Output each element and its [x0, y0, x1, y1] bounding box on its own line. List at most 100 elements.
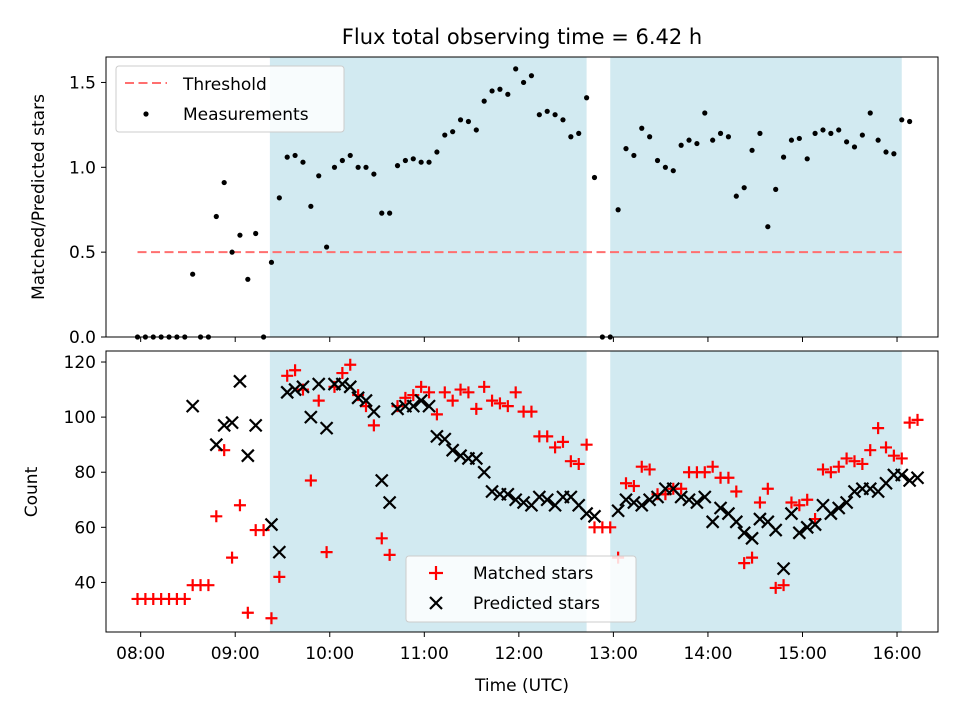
bottom-legend: Matched stars Predicted stars — [405, 555, 637, 623]
measurement-point — [773, 186, 779, 192]
matched-star-marker — [730, 485, 743, 498]
measurement-point — [631, 152, 637, 159]
bottom-legend-box — [405, 555, 637, 623]
matched-star-marker — [344, 358, 357, 371]
matched-star-marker — [430, 408, 443, 421]
matched-star-marker — [824, 466, 837, 479]
measurement-point — [804, 156, 810, 162]
predicted-star-marker — [634, 498, 649, 513]
predicted-star-marker — [469, 451, 484, 466]
measurement-point — [253, 230, 259, 237]
predicted-star-marker — [248, 418, 263, 433]
predicted-star-marker — [902, 473, 917, 488]
predicted-star-marker — [414, 393, 428, 408]
matched-star-marker — [501, 400, 514, 413]
measurement-point — [292, 152, 298, 159]
measurement-point — [394, 163, 401, 169]
x-tick-label: 12:00 — [494, 644, 543, 664]
matched-star-marker — [304, 474, 317, 487]
predicted-star-marker — [359, 393, 373, 408]
predicted-star-marker — [453, 448, 468, 463]
measurement-point — [686, 137, 692, 143]
predicted-star-marker — [209, 437, 224, 452]
predicted-star-marker — [698, 490, 712, 504]
measurement-point — [347, 152, 353, 159]
measurement-point — [851, 144, 858, 150]
matched-star-marker — [423, 386, 436, 399]
predicted-star-marker — [501, 487, 515, 502]
predicted-star-marker — [508, 492, 523, 507]
matched-star-marker — [178, 592, 191, 605]
top-x-ticks — [140, 337, 898, 342]
observing-window-band-2 — [610, 351, 902, 632]
legend-threshold-label: Threshold — [182, 75, 267, 95]
measurement-point — [410, 156, 416, 162]
matched-star-marker — [399, 391, 412, 404]
predicted-star-marker — [753, 512, 767, 526]
predicted-star-marker — [477, 465, 491, 479]
legend-matched-label: Matched stars — [473, 564, 593, 584]
matched-star-marker — [635, 460, 648, 473]
bottom-y-ticks: 40 60 80 100 120 — [64, 353, 106, 593]
top-y-tick-label: 0.5 — [69, 243, 96, 263]
bottom-y-tick-label: 80 — [74, 463, 96, 483]
measurement-point — [276, 195, 282, 201]
measurement-point — [489, 88, 495, 94]
measurement-point — [324, 244, 330, 250]
predicted-star-marker — [627, 495, 641, 510]
matched-star-marker — [746, 551, 759, 564]
measurement-point — [426, 159, 432, 165]
legend-measurement-swatch — [143, 111, 149, 117]
matched-star-marker — [675, 482, 688, 495]
matched-star-marker — [872, 422, 885, 435]
matched-star-marker — [911, 413, 924, 426]
matched-star-marker — [493, 397, 506, 410]
measurement-point — [702, 110, 708, 116]
measurement-point — [268, 259, 275, 265]
matched-star-marker — [895, 452, 908, 465]
measurement-point — [891, 151, 897, 157]
x-tick-label: 15:00 — [778, 644, 827, 664]
measurement-point — [552, 112, 558, 118]
predicted-star-marker — [705, 515, 720, 529]
top-y-tick-label: 1.5 — [69, 73, 96, 93]
measurement-point — [308, 203, 314, 209]
top-legend-box — [115, 65, 345, 133]
predicted-star-marker — [445, 443, 460, 457]
measurement-point — [694, 140, 700, 147]
measurement-point — [780, 154, 787, 160]
measurement-point — [907, 118, 913, 125]
matched-star-marker — [210, 510, 223, 523]
matched-star-marker — [840, 452, 853, 465]
measurement-point — [647, 134, 653, 140]
measurement-point — [725, 134, 732, 140]
matched-star-marker — [525, 405, 538, 418]
measurement-point — [387, 210, 393, 216]
matched-star-marker — [478, 380, 491, 393]
predicted-star-marker — [808, 517, 822, 532]
predicted-star-marker — [831, 501, 846, 515]
predicted-star-marker — [847, 484, 862, 499]
predicted-star-marker — [516, 495, 531, 510]
matched-star-marker — [864, 444, 877, 457]
matched-star-marker — [312, 394, 325, 407]
measurement-point — [371, 171, 377, 177]
measurement-point — [402, 157, 408, 164]
matched-star-marker — [415, 380, 428, 393]
predicted-star-marker — [367, 404, 381, 419]
matched-star-marker — [462, 386, 475, 399]
predicted-star-marker — [406, 399, 421, 413]
measurement-point — [741, 185, 747, 191]
x-tick-label: 11:00 — [400, 644, 449, 664]
matched-star-marker — [604, 521, 617, 534]
matched-star-marker — [643, 463, 656, 476]
matched-star-marker — [832, 460, 845, 473]
predicted-star-marker — [233, 374, 247, 389]
matched-star-marker — [549, 441, 562, 454]
matched-star-marker — [438, 386, 451, 399]
predicted-star-marker — [351, 391, 365, 405]
matched-star-marker — [627, 479, 640, 492]
top-legend: Threshold Measurements — [115, 65, 345, 133]
predicted-star-marker — [304, 410, 318, 424]
